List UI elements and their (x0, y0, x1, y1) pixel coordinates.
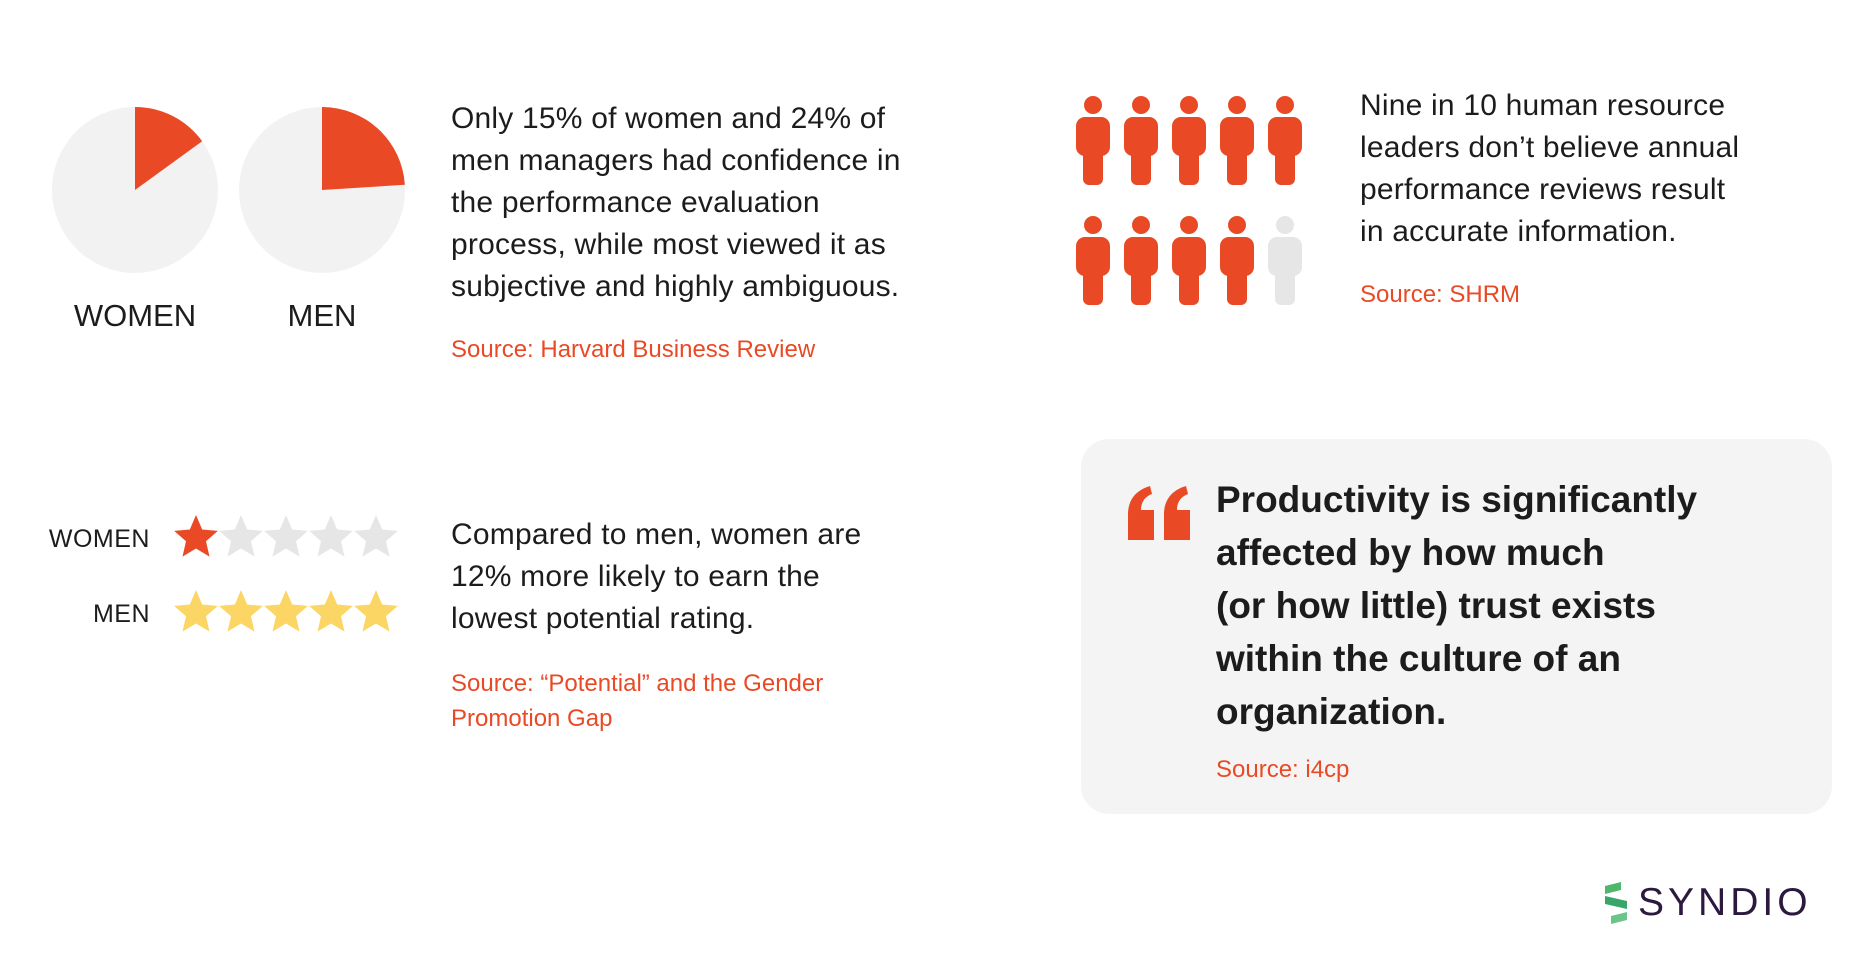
source-shrm: Source: SHRM (1360, 281, 1521, 308)
quote-mark-icon (1128, 486, 1190, 540)
star-icon (174, 590, 218, 632)
person-icon (1172, 216, 1206, 305)
syndio-logo-icon (1605, 882, 1627, 924)
text-line: the performance evaluation (451, 186, 820, 219)
source-i4cp: Source: i4cp (1216, 756, 1350, 783)
source-line: Source: “Potential” and the Gender (451, 670, 824, 697)
person-icon (1220, 216, 1254, 305)
star-icon (174, 515, 218, 557)
stat-potential-text: Compared to men, women are 12% more like… (451, 514, 931, 640)
star-icon (219, 590, 263, 632)
text-line: performance reviews result (1360, 173, 1726, 206)
source-hbr: Source: Harvard Business Review (451, 336, 816, 363)
star-icon (309, 590, 353, 632)
stat-confidence: Only 15% of women and 24% of men manager… (451, 98, 971, 367)
rating-women-label: WOMEN (48, 525, 150, 553)
rating-men-stars (174, 590, 398, 632)
brand-name: SYNDIO (1638, 881, 1812, 924)
pie-section: WOMEN MEN (40, 90, 420, 350)
pie-women-slice (135, 107, 203, 190)
brand-logo: SYNDIO (1602, 880, 1812, 926)
text-line: Nine in 10 human resource (1360, 89, 1726, 122)
pie-women (52, 107, 218, 273)
star-icon (309, 515, 353, 557)
pie-men-label: MEN (287, 298, 357, 333)
stat-hr-leaders: Nine in 10 human resource leaders don’t … (1360, 85, 1820, 312)
person-icon (1268, 96, 1302, 185)
rating-men-label: MEN (92, 600, 150, 628)
text-line: in accurate information. (1360, 215, 1677, 248)
source-line: Promotion Gap (451, 705, 613, 732)
quote-line: (or how little) trust exists (1216, 585, 1656, 626)
quote-card: Productivity is significantly affected b… (1081, 439, 1832, 814)
person-icon (1076, 216, 1110, 305)
pie-men-slice (322, 107, 405, 190)
quote-line: organization. (1216, 691, 1447, 732)
source-potential: Source: “Potential” and the Gender Promo… (451, 666, 931, 736)
people-grid-svg (1076, 96, 1302, 305)
pie-men (239, 107, 405, 273)
quote-line: within the culture of an (1216, 638, 1621, 679)
person-icon (1220, 96, 1254, 185)
star-icon (354, 515, 398, 557)
quote-line: Productivity is significantly (1216, 479, 1698, 520)
person-icon (1124, 216, 1158, 305)
person-icon (1172, 96, 1206, 185)
pie-women-label: WOMEN (73, 298, 197, 333)
rating-section: WOMEN MEN (40, 512, 410, 642)
person-icon (1124, 96, 1158, 185)
text-line: leaders don’t believe annual (1360, 131, 1740, 164)
text-line: Only 15% of women and 24% of (451, 102, 886, 135)
text-line: subjective and highly ambiguous. (451, 270, 900, 303)
people-grid (1072, 96, 1322, 306)
star-icon (354, 590, 398, 632)
text-line: men managers had confidence in (451, 144, 901, 177)
star-icon (264, 515, 308, 557)
star-icon (264, 590, 308, 632)
stat-confidence-text: Only 15% of women and 24% of men manager… (451, 98, 971, 308)
stat-potential: Compared to men, women are 12% more like… (451, 514, 931, 736)
stat-hr-leaders-text: Nine in 10 human resource leaders don’t … (1360, 85, 1820, 253)
star-icon (219, 515, 263, 557)
text-line: 12% more likely to earn the (451, 560, 820, 593)
rating-women-stars (174, 515, 398, 557)
person-icon (1268, 216, 1302, 305)
quote-line: affected by how much (1216, 532, 1605, 573)
quote-text: Productivity is significantly affected b… (1216, 473, 1806, 738)
person-icon (1076, 96, 1110, 185)
text-line: lowest potential rating. (451, 602, 755, 635)
text-line: process, while most viewed it as (451, 228, 886, 261)
text-line: Compared to men, women are (451, 518, 862, 551)
